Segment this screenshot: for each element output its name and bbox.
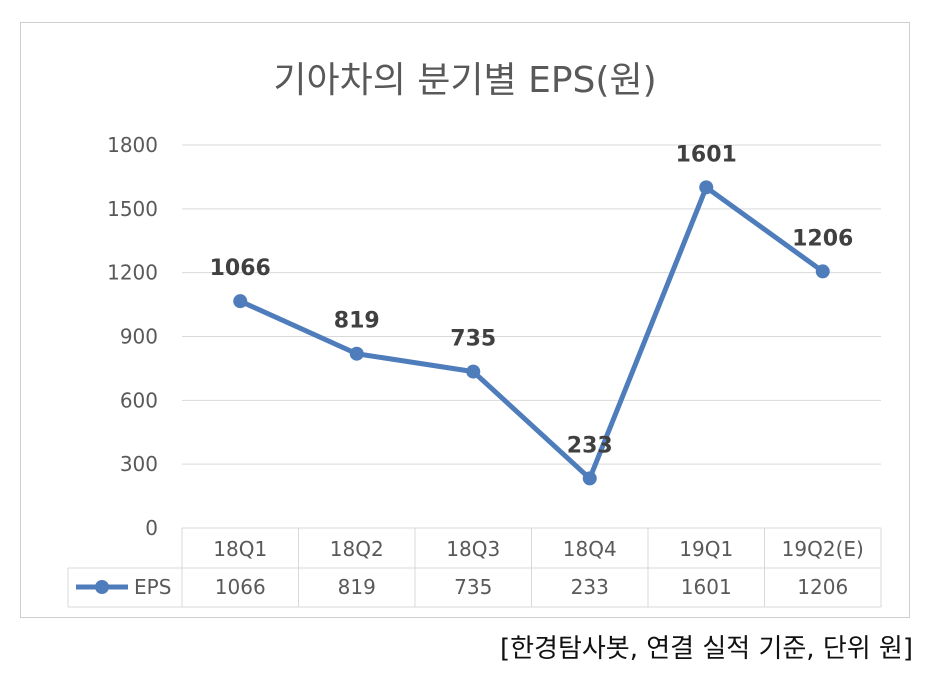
- y-tick-label: 1800: [107, 133, 158, 157]
- table-value: 1066: [215, 575, 266, 599]
- table-value: 1206: [797, 575, 848, 599]
- legend-marker: [95, 580, 109, 594]
- y-tick-label: 600: [120, 388, 158, 412]
- data-label: 819: [334, 309, 380, 334]
- source-note: [한경탐사봇, 연결 실적 기준, 단위 원]: [499, 634, 913, 664]
- x-category-label: 18Q2: [330, 537, 384, 561]
- data-label: 1066: [210, 256, 271, 281]
- data-point: [233, 294, 248, 309]
- table-value: 1601: [681, 575, 732, 599]
- data-label: 735: [450, 327, 496, 352]
- chart-frame: [20, 22, 910, 618]
- y-tick-label: 1500: [107, 197, 158, 221]
- data-label: 233: [567, 433, 613, 458]
- data-point: [349, 346, 364, 361]
- series-line-eps: [239, 184, 825, 481]
- data-point: [466, 364, 481, 379]
- table-value: 735: [454, 575, 492, 599]
- x-category-label: 19Q1: [679, 537, 733, 561]
- x-category-label: 18Q3: [446, 537, 500, 561]
- y-tick-label: 1200: [107, 261, 158, 285]
- x-category-label: 18Q1: [213, 537, 267, 561]
- data-label: 1206: [792, 226, 853, 251]
- table-value: 233: [571, 575, 609, 599]
- data-label: 1601: [676, 142, 737, 167]
- chart-title: 기아차의 분기별 EPS(원): [273, 60, 656, 101]
- data-point: [582, 471, 597, 486]
- y-tick-label: 0: [145, 516, 158, 540]
- data-point: [699, 180, 714, 195]
- x-category-label: 19Q2(E): [782, 537, 864, 561]
- y-tick-label: 900: [120, 325, 158, 349]
- x-category-label: 18Q4: [563, 537, 617, 561]
- table-value: 819: [338, 575, 376, 599]
- data-point: [815, 264, 830, 279]
- legend-label: EPS: [134, 575, 171, 599]
- y-tick-label: 300: [120, 452, 158, 476]
